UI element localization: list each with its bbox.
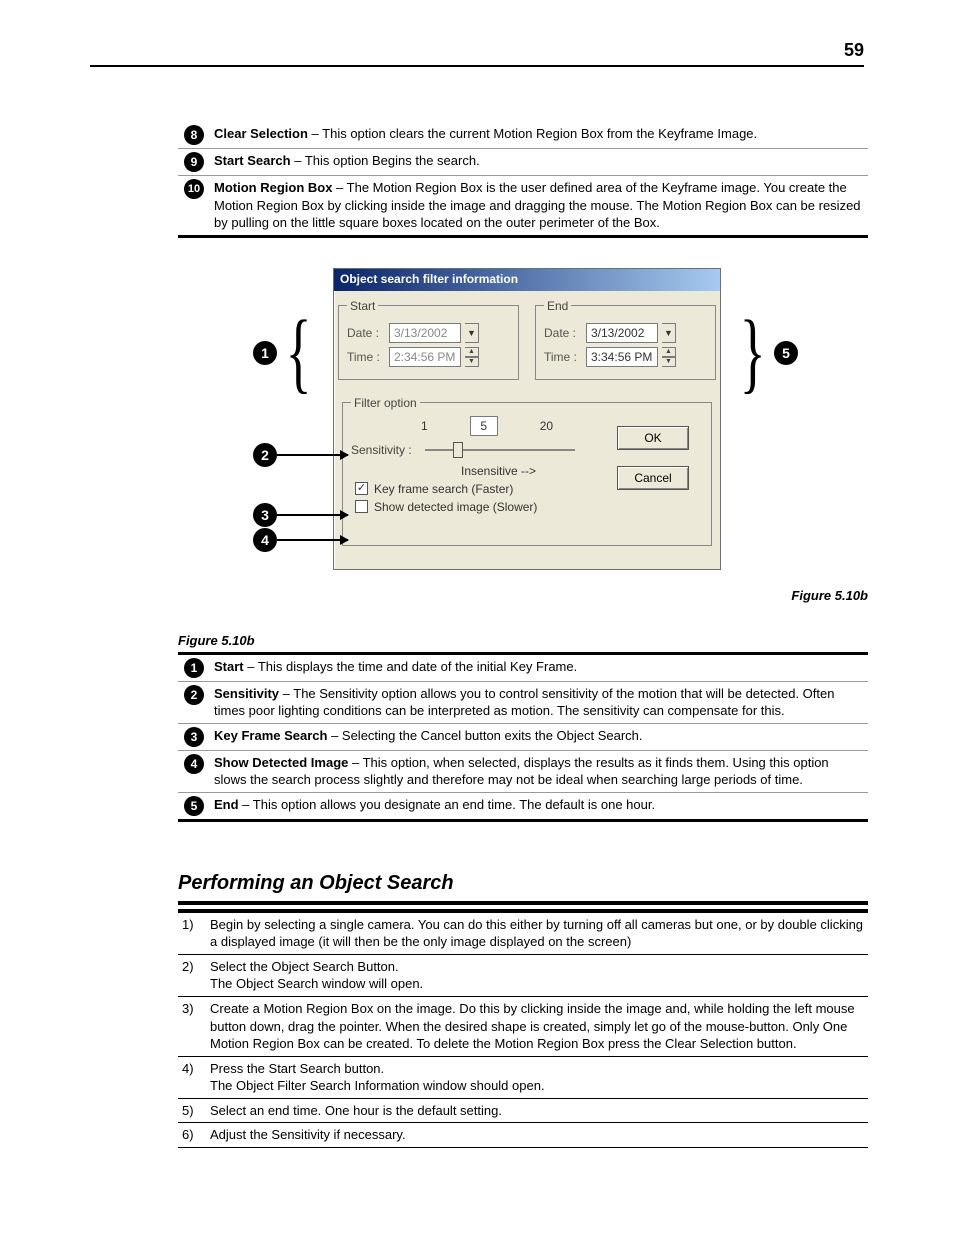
step-num: 4) bbox=[178, 1056, 206, 1098]
def-text: Clear Selection – This option clears the… bbox=[210, 122, 868, 149]
end-time-input[interactable]: 3:34:56 PM bbox=[586, 347, 658, 367]
callout-3: 3 bbox=[253, 503, 348, 527]
callout-badge: 4 bbox=[253, 528, 277, 552]
step-num: 5) bbox=[178, 1098, 206, 1123]
def-row: 4 Show Detected Image – This option, whe… bbox=[178, 750, 868, 792]
def-row: 9 Start Search – This option Begins the … bbox=[178, 149, 868, 176]
def-text: Motion Region Box – The Motion Region Bo… bbox=[210, 176, 868, 237]
figure-5-10b: Object search filter information Start D… bbox=[178, 268, 868, 578]
step-text: Begin by selecting a single camera. You … bbox=[206, 911, 868, 955]
start-legend: Start bbox=[347, 299, 378, 313]
brace-icon: { bbox=[739, 318, 765, 388]
date-label: Date : bbox=[347, 326, 385, 340]
step-row: 4)Press the Start Search button. The Obj… bbox=[178, 1056, 868, 1098]
figure-label: Figure 5.10b bbox=[178, 633, 255, 648]
object-search-dialog: Object search filter information Start D… bbox=[333, 268, 721, 570]
def-badge: 1 bbox=[184, 658, 204, 678]
start-group: Start Date : 3/13/2002 ▼ Time : 2:34:56 … bbox=[338, 299, 519, 380]
def-row: 2 Sensitivity – The Sensitivity option a… bbox=[178, 681, 868, 723]
step-num: 6) bbox=[178, 1123, 206, 1148]
def-text: Sensitivity – The Sensitivity option all… bbox=[210, 681, 868, 723]
steps-table: 1)Begin by selecting a single camera. Yo… bbox=[178, 909, 868, 1148]
callout-badge: 5 bbox=[774, 341, 798, 365]
figure-caption: Figure 5.10b bbox=[791, 588, 868, 603]
dropdown-icon[interactable]: ▼ bbox=[465, 323, 479, 343]
keyframe-checkbox[interactable]: ✓ bbox=[355, 482, 368, 495]
step-text: Create a Motion Region Box on the image.… bbox=[206, 997, 868, 1057]
def-text: Start – This displays the time and date … bbox=[210, 653, 868, 681]
keyframe-label: Key frame search (Faster) bbox=[374, 482, 513, 496]
arrow-icon bbox=[277, 539, 348, 541]
step-num: 3) bbox=[178, 997, 206, 1057]
step-row: 1)Begin by selecting a single camera. Yo… bbox=[178, 911, 868, 955]
def-badge: 8 bbox=[184, 125, 204, 145]
step-row: 5)Select an end time. One hour is the de… bbox=[178, 1098, 868, 1123]
def-badge: 2 bbox=[184, 685, 204, 705]
mid-definitions-table: 1 Start – This displays the time and dat… bbox=[178, 652, 868, 822]
def-row: 8 Clear Selection – This option clears t… bbox=[178, 122, 868, 149]
def-row: 3 Key Frame Search – Selecting the Cance… bbox=[178, 723, 868, 750]
step-text: Adjust the Sensitivity if necessary. bbox=[206, 1123, 868, 1148]
start-date-input[interactable]: 3/13/2002 bbox=[389, 323, 461, 343]
slider-min: 1 bbox=[421, 419, 428, 433]
def-text: Key Frame Search – Selecting the Cancel … bbox=[210, 723, 868, 750]
def-row: 10 Motion Region Box – The Motion Region… bbox=[178, 176, 868, 237]
def-text: Show Detected Image – This option, when … bbox=[210, 750, 868, 792]
end-legend: End bbox=[544, 299, 571, 313]
def-text: End – This option allows you designate a… bbox=[210, 792, 868, 820]
step-text: Select an end time. One hour is the defa… bbox=[206, 1098, 868, 1123]
def-row: 1 Start – This displays the time and dat… bbox=[178, 653, 868, 681]
end-date-input[interactable]: 3/13/2002 bbox=[586, 323, 658, 343]
def-badge: 10 bbox=[184, 179, 204, 199]
def-badge: 4 bbox=[184, 754, 204, 774]
page: 59 8 Clear Selection – This option clear… bbox=[0, 0, 954, 1208]
showdetected-label: Show detected image (Slower) bbox=[374, 500, 537, 514]
cancel-button[interactable]: Cancel bbox=[617, 466, 689, 490]
callout-badge: 1 bbox=[253, 341, 277, 365]
dialog-titlebar: Object search filter information bbox=[334, 269, 720, 291]
def-badge: 3 bbox=[184, 727, 204, 747]
time-label: Time : bbox=[347, 350, 385, 364]
section-rule bbox=[178, 901, 868, 905]
step-text: Press the Start Search button. The Objec… bbox=[206, 1056, 868, 1098]
sensitivity-slider[interactable] bbox=[425, 440, 575, 460]
date-label: Date : bbox=[544, 326, 582, 340]
spinner-icon[interactable]: ▲▼ bbox=[662, 347, 676, 367]
arrow-icon bbox=[277, 514, 348, 516]
step-num: 1) bbox=[178, 911, 206, 955]
step-row: 2)Select the Object Search Button. The O… bbox=[178, 954, 868, 996]
step-text: Select the Object Search Button. The Obj… bbox=[206, 954, 868, 996]
step-row: 3)Create a Motion Region Box on the imag… bbox=[178, 997, 868, 1057]
spinner-icon[interactable]: ▲▼ bbox=[465, 347, 479, 367]
def-badge: 9 bbox=[184, 152, 204, 172]
filter-legend: Filter option bbox=[351, 396, 420, 410]
filter-option-group: Filter option OK Cancel 1 5 20 Sensit bbox=[342, 396, 712, 546]
slider-value[interactable]: 5 bbox=[470, 416, 498, 436]
time-label: Time : bbox=[544, 350, 582, 364]
section-heading: Performing an Object Search bbox=[178, 872, 864, 895]
callout-badge: 2 bbox=[253, 443, 277, 467]
step-num: 2) bbox=[178, 954, 206, 996]
callout-4: 4 bbox=[253, 528, 348, 552]
ok-button[interactable]: OK bbox=[617, 426, 689, 450]
sensitivity-label: Sensitivity : bbox=[351, 443, 421, 457]
callout-5: 5 { bbox=[718, 318, 798, 388]
page-number: 59 bbox=[90, 40, 864, 67]
dropdown-icon[interactable]: ▼ bbox=[662, 323, 676, 343]
top-definitions-table: 8 Clear Selection – This option clears t… bbox=[178, 122, 868, 238]
def-badge: 5 bbox=[184, 796, 204, 816]
showdetected-checkbox[interactable] bbox=[355, 500, 368, 513]
brace-icon: { bbox=[286, 318, 312, 388]
step-row: 6)Adjust the Sensitivity if necessary. bbox=[178, 1123, 868, 1148]
callout-1: 1 { bbox=[253, 318, 333, 388]
callout-badge: 3 bbox=[253, 503, 277, 527]
def-text: Start Search – This option Begins the se… bbox=[210, 149, 868, 176]
slider-max: 20 bbox=[540, 419, 553, 433]
callout-2: 2 bbox=[253, 443, 348, 467]
def-row: 5 End – This option allows you designate… bbox=[178, 792, 868, 820]
start-time-input[interactable]: 2:34:56 PM bbox=[389, 347, 461, 367]
arrow-icon bbox=[277, 454, 348, 456]
end-group: End Date : 3/13/2002 ▼ Time : 3:34:56 PM… bbox=[535, 299, 716, 380]
